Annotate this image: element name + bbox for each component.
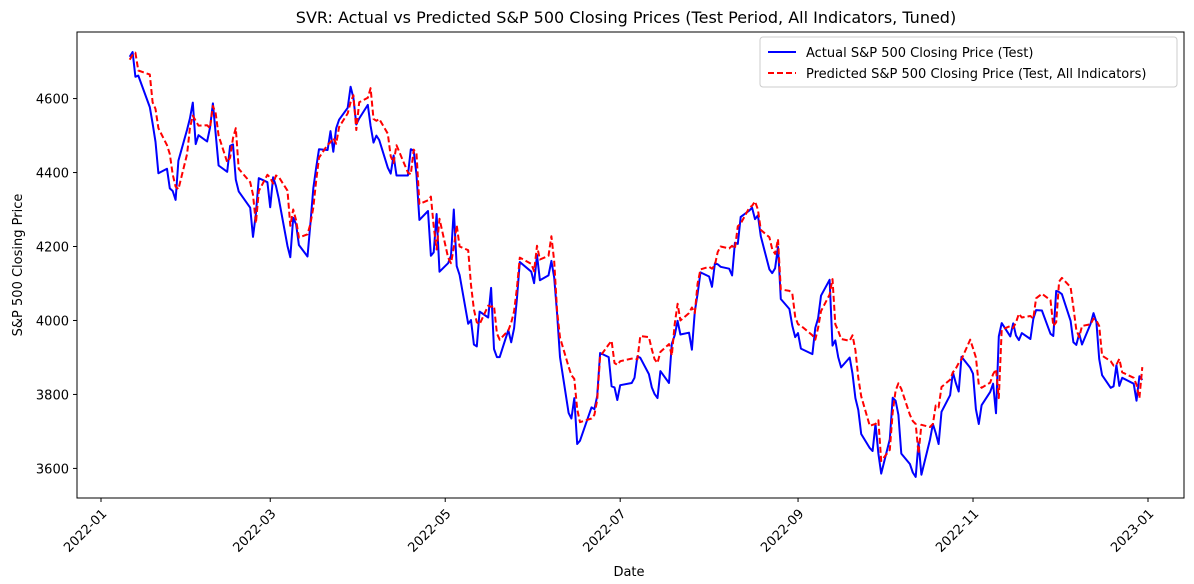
series-line-actual xyxy=(128,51,1144,478)
y-tick-label: 3800 xyxy=(36,388,69,403)
series-layer xyxy=(128,51,1144,478)
y-tick-label: 4200 xyxy=(36,241,69,256)
legend-label-predicted: Predicted S&P 500 Closing Price (Test, A… xyxy=(806,67,1146,82)
legend-label-actual: Actual S&P 500 Closing Price (Test) xyxy=(806,46,1033,61)
y-tick-label: 4000 xyxy=(36,314,69,329)
y-axis: 3600 3800 4000 4200 4400 4600 xyxy=(36,93,77,477)
y-tick-label: 4600 xyxy=(36,93,69,108)
plot-area-frame xyxy=(76,31,1185,499)
legend-box xyxy=(759,36,1178,88)
legend: Actual S&P 500 Closing Price (Test) Pred… xyxy=(759,36,1178,88)
y-axis-title: S&P 500 Closing Price xyxy=(11,194,26,337)
chart-title: SVR: Actual vs Predicted S&P 500 Closing… xyxy=(296,8,956,27)
y-tick-label: 3600 xyxy=(36,462,69,477)
x-axis-title: Date xyxy=(613,565,644,580)
y-tick-label: 4400 xyxy=(36,167,69,182)
